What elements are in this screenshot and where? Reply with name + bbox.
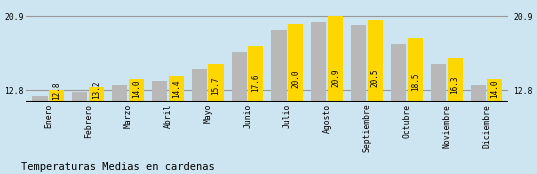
Text: 14.0: 14.0 [490,80,499,98]
Bar [368,20,383,102]
Bar [112,85,127,102]
Bar [470,85,486,102]
Text: 14.0: 14.0 [132,80,141,98]
Bar [208,64,223,102]
Text: 15.7: 15.7 [212,77,221,95]
Bar [431,64,446,102]
Bar [49,90,64,102]
Bar [311,22,326,102]
Text: 14.4: 14.4 [172,79,181,97]
Bar [248,46,264,102]
Bar [447,58,463,102]
Bar [391,44,406,102]
Bar [408,38,423,102]
Bar [328,16,343,102]
Bar [129,79,144,102]
Bar [288,24,303,102]
Text: 20.9: 20.9 [331,68,340,87]
Bar [192,69,207,102]
Text: 13.2: 13.2 [92,81,101,100]
Text: 16.3: 16.3 [451,76,460,94]
Bar [72,92,88,102]
Text: 20.5: 20.5 [371,69,380,88]
Text: Temperaturas Medias en cardenas: Temperaturas Medias en cardenas [21,162,215,172]
Text: 12.8: 12.8 [52,82,61,100]
Bar [271,30,287,102]
Bar [89,87,104,102]
Bar [488,79,503,102]
Bar [169,76,184,102]
Bar [152,81,167,102]
Text: 17.6: 17.6 [251,74,260,92]
Bar [231,52,246,102]
Bar [32,96,48,102]
Text: 20.0: 20.0 [291,70,300,88]
Text: 18.5: 18.5 [411,72,420,91]
Bar [351,25,366,102]
